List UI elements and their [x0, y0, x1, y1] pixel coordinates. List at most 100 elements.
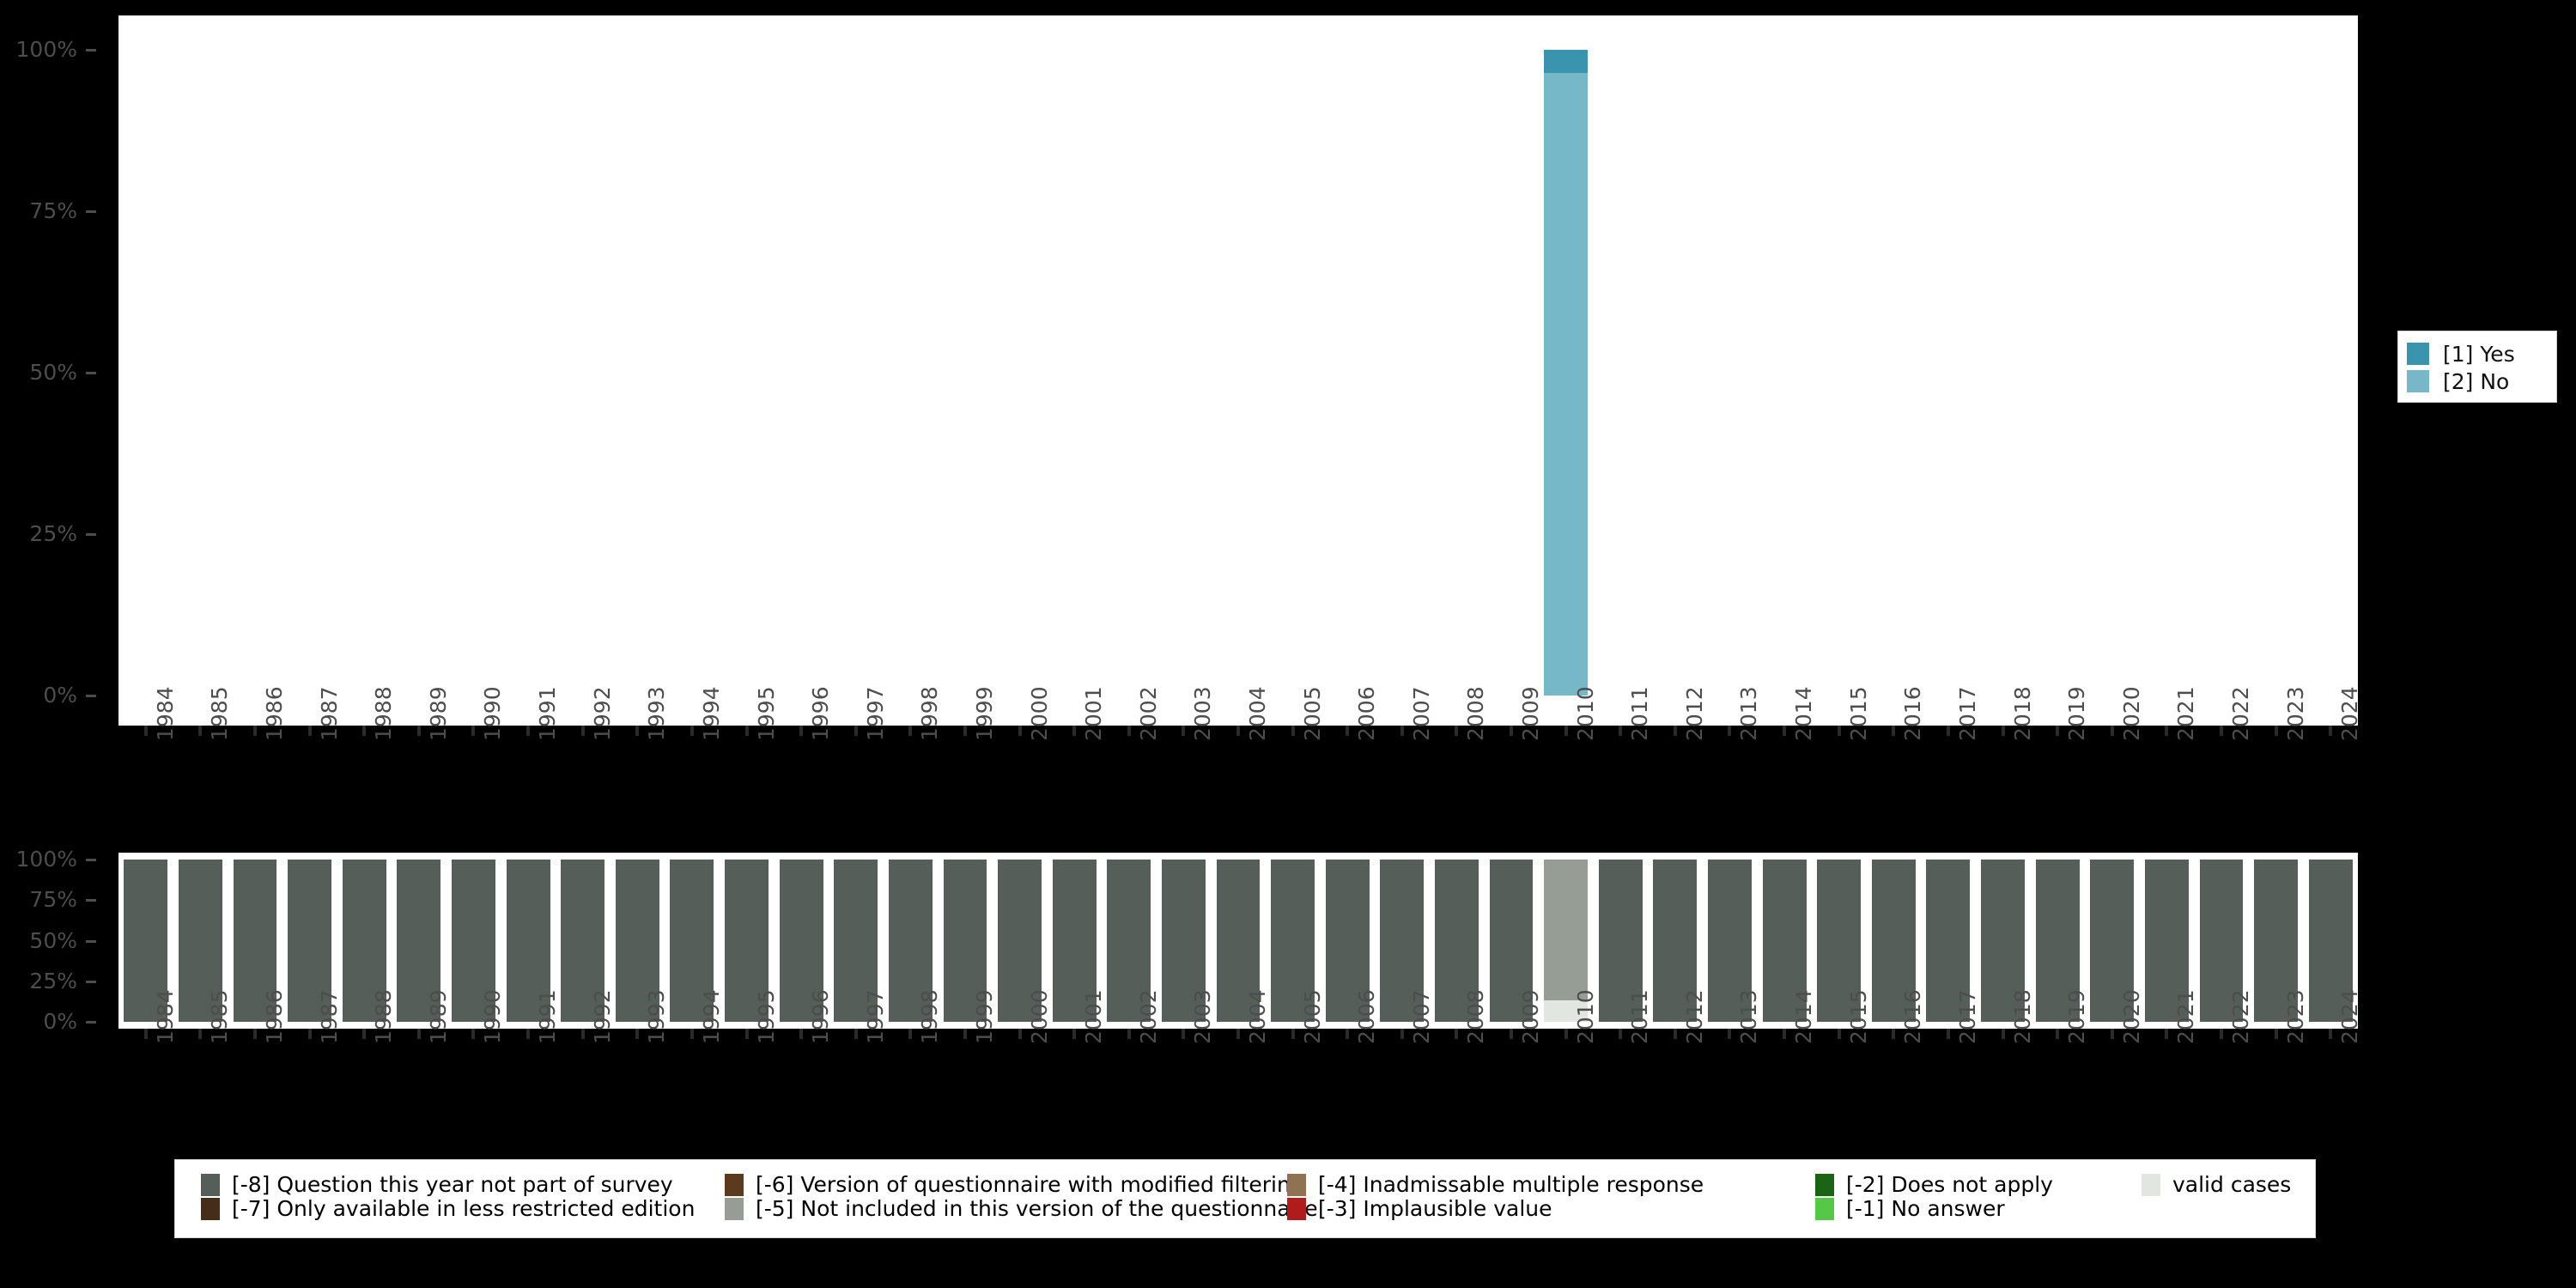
missing-chart-bar-segment[interactable]	[1544, 1000, 1589, 1022]
missing-chart-bar-segment[interactable]	[1926, 860, 1971, 1022]
missing-chart-bar-slot[interactable]	[1434, 860, 1479, 1022]
top-chart-bar-segment[interactable]	[1544, 73, 1589, 696]
missing-legend-item[interactable]: [-1] No answer	[1815, 1196, 2005, 1222]
top-chart-bar-slot[interactable]	[1817, 50, 1861, 696]
missing-chart-bar-slot[interactable]	[1598, 860, 1643, 1022]
missing-chart-bar-slot[interactable]	[1544, 860, 1589, 1022]
missing-chart-bar-segment[interactable]	[1380, 860, 1425, 1022]
missing-chart-bar-segment[interactable]	[725, 860, 769, 1022]
top-chart-bar-slot[interactable]	[834, 50, 878, 696]
missing-chart-bar-segment[interactable]	[998, 860, 1042, 1022]
missing-chart-bar-segment[interactable]	[1434, 860, 1479, 1022]
top-chart-bar-slot[interactable]	[1653, 50, 1697, 696]
missing-chart-bar-segment[interactable]	[2090, 860, 2135, 1022]
value-legend-item[interactable]: [1] Yes	[2407, 340, 2546, 368]
missing-chart-bar-slot[interactable]	[2090, 860, 2135, 1022]
missing-chart-bar-segment[interactable]	[1981, 860, 2025, 1022]
missing-chart-bar-slot[interactable]	[1489, 860, 1534, 1022]
missing-chart-bar-slot[interactable]	[2144, 860, 2189, 1022]
top-chart-bar-slot[interactable]	[452, 50, 495, 696]
missing-chart-bar-segment[interactable]	[779, 860, 823, 1022]
top-chart-bar-slot[interactable]	[998, 50, 1042, 696]
top-chart-bar-slot[interactable]	[780, 50, 823, 696]
missing-chart-bar-slot[interactable]	[233, 860, 277, 1022]
missing-chart-bar-segment[interactable]	[342, 860, 386, 1022]
missing-chart-bar-slot[interactable]	[888, 860, 933, 1022]
missing-chart-bar-slot[interactable]	[998, 860, 1042, 1022]
missing-chart-bar-slot[interactable]	[1161, 860, 1206, 1022]
top-chart-bar-slot[interactable]	[397, 50, 440, 696]
top-chart-bar-slot[interactable]	[1217, 50, 1261, 696]
top-chart-bar-segment[interactable]	[1544, 50, 1589, 74]
missing-legend-item[interactable]: [-5] Not included in this version of the…	[725, 1196, 1318, 1222]
missing-chart-bar-slot[interactable]	[2199, 860, 2244, 1022]
top-chart-bar-slot[interactable]	[1490, 50, 1534, 696]
top-chart-bar-slot[interactable]	[179, 50, 222, 696]
missing-chart-bar-segment[interactable]	[1762, 860, 1807, 1022]
top-chart-bar-slot[interactable]	[1380, 50, 1424, 696]
missing-chart-bar-slot[interactable]	[1653, 860, 1698, 1022]
top-chart-bar-slot[interactable]	[1708, 50, 1752, 696]
missing-chart-bar-segment[interactable]	[1325, 860, 1370, 1022]
top-chart-bar-slot[interactable]	[1053, 50, 1097, 696]
missing-chart-bar-slot[interactable]	[2035, 860, 2080, 1022]
top-chart-bar-slot[interactable]	[507, 50, 550, 696]
missing-chart-bar-slot[interactable]	[779, 860, 823, 1022]
top-chart-bar-slot[interactable]	[1271, 50, 1315, 696]
missing-chart-bar-segment[interactable]	[888, 860, 933, 1022]
missing-chart-bar-segment[interactable]	[452, 860, 495, 1022]
missing-chart-bar-slot[interactable]	[452, 860, 495, 1022]
missing-chart-bar-slot[interactable]	[288, 860, 332, 1022]
top-chart-bar-slot[interactable]	[234, 50, 277, 696]
top-chart-bar-slot[interactable]	[288, 50, 331, 696]
top-chart-bar-slot[interactable]	[1926, 50, 1970, 696]
top-chart-bar-slot[interactable]	[725, 50, 769, 696]
top-chart-bar-slot[interactable]	[1763, 50, 1807, 696]
missing-chart-bar-segment[interactable]	[2035, 860, 2080, 1022]
top-chart-bar-slot[interactable]	[1107, 50, 1151, 696]
missing-chart-bar-slot[interactable]	[397, 860, 441, 1022]
missing-chart-bar-segment[interactable]	[2199, 860, 2244, 1022]
missing-chart-bar-slot[interactable]	[2308, 860, 2353, 1022]
top-chart-bar-slot[interactable]	[343, 50, 386, 696]
missing-chart-bar-segment[interactable]	[178, 860, 222, 1022]
missing-chart-bar-segment[interactable]	[1216, 860, 1261, 1022]
missing-chart-bar-segment[interactable]	[1544, 860, 1589, 1001]
top-chart-bar-slot[interactable]	[2036, 50, 2080, 696]
missing-chart-bar-segment[interactable]	[943, 860, 987, 1022]
top-chart-bar-slot[interactable]	[1544, 50, 1589, 696]
missing-chart-bar-slot[interactable]	[1271, 860, 1315, 1022]
missing-chart-bar-slot[interactable]	[1107, 860, 1151, 1022]
missing-chart-bar-slot[interactable]	[1380, 860, 1425, 1022]
missing-chart-bar-segment[interactable]	[124, 860, 168, 1022]
missing-chart-bar-slot[interactable]	[1762, 860, 1807, 1022]
missing-chart-bar-slot[interactable]	[1708, 860, 1752, 1022]
missing-chart-bar-segment[interactable]	[1489, 860, 1534, 1022]
missing-chart-bar-slot[interactable]	[2254, 860, 2299, 1022]
top-chart-bar-slot[interactable]	[2254, 50, 2298, 696]
missing-chart-bar-segment[interactable]	[1161, 860, 1206, 1022]
missing-chart-bar-slot[interactable]	[943, 860, 987, 1022]
missing-chart-bar-slot[interactable]	[178, 860, 222, 1022]
missing-chart-bar-segment[interactable]	[1052, 860, 1097, 1022]
missing-chart-bar-slot[interactable]	[615, 860, 659, 1022]
missing-chart-bar-segment[interactable]	[1598, 860, 1643, 1022]
missing-chart-bar-segment[interactable]	[2308, 860, 2353, 1022]
missing-chart-bar-slot[interactable]	[1926, 860, 1971, 1022]
missing-chart-bar-slot[interactable]	[725, 860, 769, 1022]
top-chart-bar-slot[interactable]	[1162, 50, 1206, 696]
missing-chart-bar-slot[interactable]	[834, 860, 878, 1022]
top-chart-bar-slot[interactable]	[1872, 50, 1916, 696]
missing-chart-bar-segment[interactable]	[1271, 860, 1315, 1022]
top-chart-bar-slot[interactable]	[889, 50, 933, 696]
top-chart-bar-slot[interactable]	[2200, 50, 2244, 696]
missing-chart-bar-slot[interactable]	[670, 860, 714, 1022]
missing-chart-bar-slot[interactable]	[1871, 860, 1916, 1022]
missing-chart-bar-slot[interactable]	[342, 860, 386, 1022]
top-chart-bar-slot[interactable]	[2145, 50, 2189, 696]
missing-chart-bar-segment[interactable]	[397, 860, 441, 1022]
missing-chart-bar-segment[interactable]	[670, 860, 714, 1022]
missing-chart-bar-slot[interactable]	[561, 860, 605, 1022]
top-chart-bar-slot[interactable]	[616, 50, 659, 696]
missing-chart-bar-segment[interactable]	[1107, 860, 1151, 1022]
